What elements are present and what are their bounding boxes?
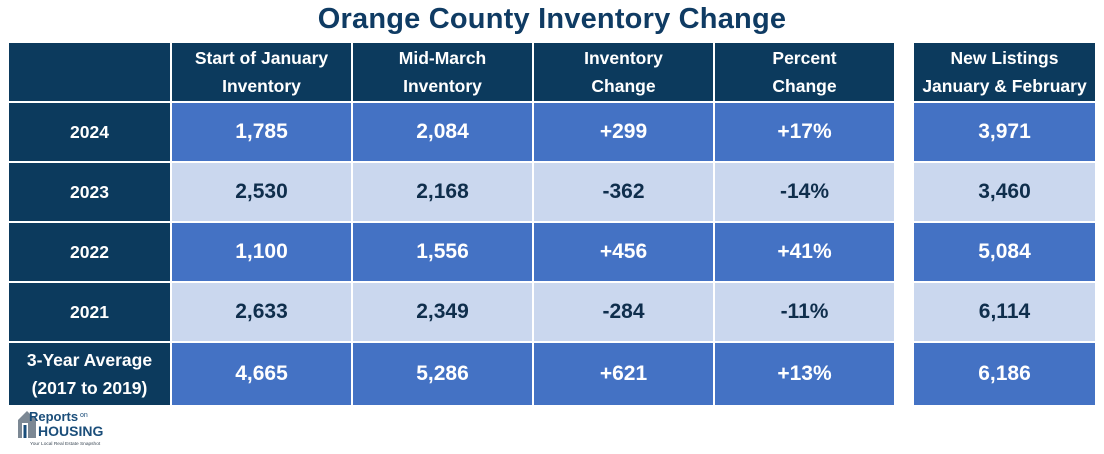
inventory-change-cell: +621	[534, 343, 713, 405]
percent-change-cell: +41%	[715, 223, 894, 281]
logo-line2: HOUSING	[38, 423, 103, 439]
logo-tagline: Your Local Real Estate Snapshot	[30, 441, 101, 447]
row-label-text: 2021	[70, 302, 109, 322]
row-label-text: 2024	[70, 122, 109, 142]
percent-change-cell: -14%	[715, 163, 894, 221]
inventory-table: Start of January Inventory Mid-March Invent…	[9, 43, 1095, 405]
row-label: 2024	[9, 103, 170, 161]
house-icon	[18, 411, 36, 438]
new-listings-cell: 6,186	[914, 343, 1095, 405]
reports-on-housing-logo: Reports on HOUSING Your Local Real Estat…	[18, 409, 103, 447]
chart-title: Orange County Inventory Change	[317, 3, 787, 35]
new-listings-cell: 5,084	[914, 223, 1095, 281]
column-header	[9, 43, 170, 101]
column-header: Inventory Change	[534, 43, 713, 101]
percent-change-cell: -11%	[715, 283, 894, 341]
row-label: 2023	[9, 163, 170, 221]
row-label-text: 2023	[70, 182, 109, 202]
start-jan-inventory-cell: 2,530	[172, 163, 351, 221]
logo-line1-small: on	[80, 412, 88, 419]
mid-march-inventory-cell: 1,556	[353, 223, 532, 281]
column-header-text: Inventory	[222, 76, 301, 96]
row-label-text: 3-Year Average	[26, 350, 153, 370]
logo-line1: Reports	[29, 409, 78, 424]
mid-march-inventory-cell: 2,168	[353, 163, 532, 221]
new-listings-cell: 3,971	[914, 103, 1095, 161]
mid-march-inventory-cell: 2,349	[353, 283, 532, 341]
row-label-text: (2017 to 2019)	[31, 378, 148, 398]
row-label: 3-Year Average (2017 to 2019)	[9, 343, 170, 405]
column-header-text: Change	[772, 76, 837, 96]
inventory-change-cell: +456	[534, 223, 713, 281]
start-jan-inventory-cell: 1,100	[172, 223, 351, 281]
inventory-change-cell: -362	[534, 163, 713, 221]
column-header-text: Inventory	[584, 48, 663, 68]
inventory-change-cell: +299	[534, 103, 713, 161]
column-header-text: Percent	[772, 48, 837, 68]
start-jan-inventory-cell: 2,633	[172, 283, 351, 341]
new-listings-cell: 6,114	[914, 283, 1095, 341]
column-header-text: New Listings	[950, 48, 1059, 68]
percent-change-cell: +13%	[715, 343, 894, 405]
mid-march-inventory-cell: 5,286	[353, 343, 532, 405]
column-header: Start of January Inventory	[172, 43, 351, 101]
row-label-text: 2022	[70, 242, 109, 262]
start-jan-inventory-cell: 4,665	[172, 343, 351, 405]
column-header-text: Start of January	[194, 48, 329, 68]
column-header: New Listings January & February	[914, 43, 1095, 101]
mid-march-inventory-cell: 2,084	[353, 103, 532, 161]
inventory-change-cell: -284	[534, 283, 713, 341]
column-header-text: Inventory	[403, 76, 482, 96]
column-header-text: Change	[591, 76, 656, 96]
column-header: Percent Change	[715, 43, 894, 101]
column-header-text: January & February	[922, 76, 1087, 96]
row-label: 2022	[9, 223, 170, 281]
column-header: Mid-March Inventory	[353, 43, 532, 101]
new-listings-cell: 3,460	[914, 163, 1095, 221]
column-header-text: Mid-March	[398, 48, 487, 68]
percent-change-cell: +17%	[715, 103, 894, 161]
start-jan-inventory-cell: 1,785	[172, 103, 351, 161]
row-label: 2021	[9, 283, 170, 341]
